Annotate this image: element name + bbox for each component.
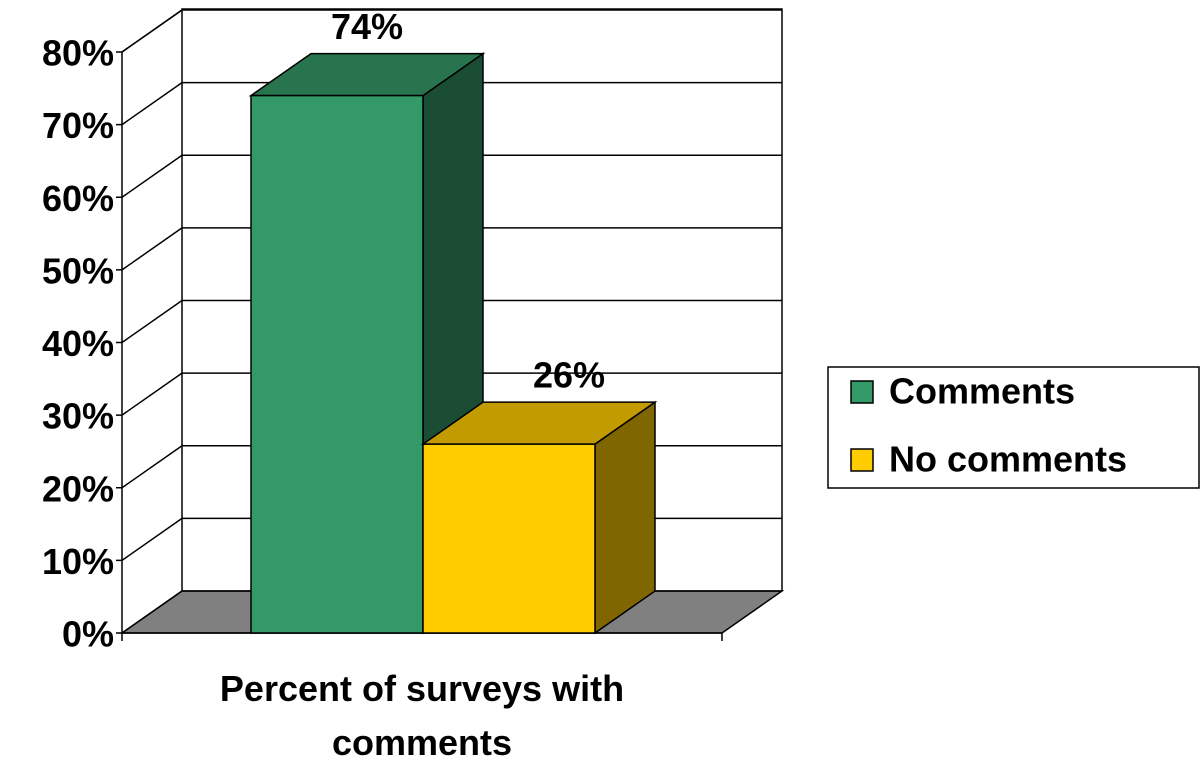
- y-tick-label: 10%: [42, 541, 114, 582]
- grid-line: [121, 154, 782, 198]
- y-tick-label: 40%: [42, 323, 114, 364]
- grid-line: [121, 227, 782, 271]
- x-category-label: Percent of surveys with comments: [219, 668, 625, 763]
- bar: [422, 443, 596, 634]
- grid-line: [121, 9, 782, 53]
- y-tick-label: 30%: [42, 396, 114, 437]
- y-tick-label: 0%: [62, 614, 114, 655]
- legend-label: No comments: [889, 439, 1127, 480]
- grid-line: [121, 372, 782, 416]
- legend-label: Comments: [889, 371, 1075, 412]
- legend-swatch: [850, 380, 874, 404]
- y-tick-label: 70%: [42, 105, 114, 146]
- bar: [250, 94, 424, 634]
- y-tick-label: 60%: [42, 178, 114, 219]
- grid-line: [121, 81, 782, 126]
- legend-box: [827, 366, 1200, 489]
- y-tick-label: 20%: [42, 468, 114, 509]
- value-label: 26%: [533, 355, 605, 396]
- legend-swatch: [850, 448, 874, 472]
- y-tick-label: 80%: [42, 33, 114, 74]
- grid-line: [121, 299, 782, 344]
- y-tick-label: 50%: [42, 250, 114, 291]
- value-label: 74%: [331, 6, 403, 47]
